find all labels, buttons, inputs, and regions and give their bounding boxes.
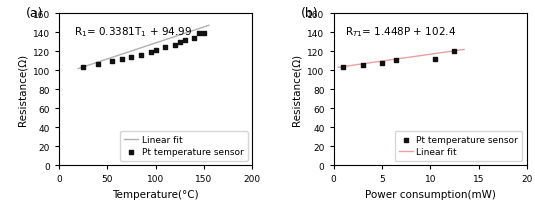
Linear fit [369,62,375,64]
Pt temperature sensor [180,40,189,43]
Linear fit [455,50,461,52]
Y-axis label: Resistance(Ω): Resistance(Ω) [17,54,27,126]
Pt temperature sensor [392,59,401,62]
Pt temperature sensor [137,54,146,57]
Line: Linear fit: Linear fit [78,26,209,69]
Pt temperature sensor [200,32,208,35]
Linear fit [83,65,89,68]
Pt temperature sensor [175,41,184,45]
Text: R$_1$= 0.3381T$_1$ + 94.99: R$_1$= 0.3381T$_1$ + 94.99 [74,25,193,39]
Pt temperature sensor [339,67,348,70]
Pt temperature sensor [190,37,198,40]
Text: (a): (a) [26,7,43,20]
Text: (b): (b) [301,7,318,20]
Linear fit [80,66,87,69]
Pt temperature sensor [108,60,116,64]
X-axis label: Power consumption(mW): Power consumption(mW) [365,189,496,199]
Linear fit [205,25,212,27]
Pt temperature sensor [358,64,367,68]
Linear fit [450,50,456,53]
Pt temperature sensor [161,46,170,49]
Pt temperature sensor [431,58,439,62]
Text: R$_{T1}$= 1.448P + 102.4: R$_{T1}$= 1.448P + 102.4 [345,25,456,39]
X-axis label: Temperature(°C): Temperature(°C) [112,189,199,199]
Linear fit [335,67,341,69]
Pt temperature sensor [151,49,160,53]
Linear fit [358,63,365,66]
Legend: Linear fit, Pt temperature sensor: Linear fit, Pt temperature sensor [120,131,248,161]
Pt temperature sensor [195,32,203,36]
Linear fit [343,66,349,68]
Y-axis label: Resistance(Ω): Resistance(Ω) [292,54,302,126]
Linear fit [461,49,467,51]
Line: Linear fit: Linear fit [338,50,464,68]
Linear fit [340,66,347,69]
Pt temperature sensor [79,66,87,69]
Pt temperature sensor [378,62,386,65]
Pt temperature sensor [93,63,102,66]
Legend: Pt temperature sensor, Linear fit: Pt temperature sensor, Linear fit [394,131,523,161]
Pt temperature sensor [171,44,179,48]
Linear fit [110,57,116,59]
Linear fit [199,27,205,30]
Linear fit [194,29,201,31]
Pt temperature sensor [118,58,126,62]
Pt temperature sensor [147,51,155,54]
Pt temperature sensor [127,56,136,59]
Linear fit [100,60,106,62]
Pt temperature sensor [450,50,458,53]
Linear fit [75,68,81,70]
